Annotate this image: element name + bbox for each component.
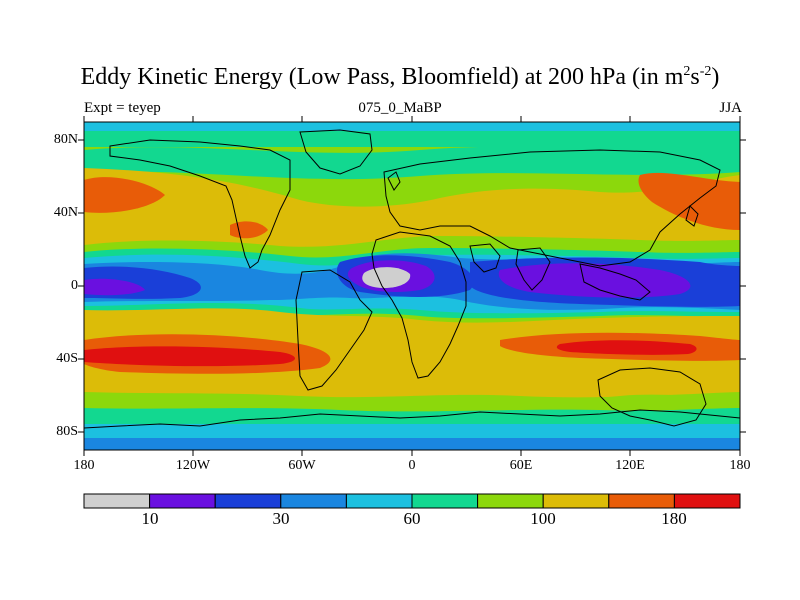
patch-gray-minimum	[362, 267, 411, 288]
band-midblue-polar-south	[84, 438, 740, 450]
colorbar	[83, 493, 741, 509]
coast-greenland	[299, 129, 373, 175]
lon-label-0: 0	[408, 458, 416, 473]
coast-south-america	[295, 269, 373, 391]
patch-orange-north-pacific	[84, 177, 165, 213]
map-title: Eddy Kinetic Energy (Low Pass, Bloomfiel…	[80, 64, 720, 90]
coast-british-isles	[387, 171, 401, 191]
lat-label-80s: 80S	[56, 424, 78, 439]
colorbar-swatch-7	[477, 493, 544, 509]
colorbar-label-10: 10	[141, 509, 159, 528]
coast-arabia	[469, 243, 501, 273]
colorbar-swatch-9	[608, 493, 675, 509]
coast-north-america	[109, 139, 291, 269]
colorbar-swatch-6	[411, 493, 479, 509]
band-teal-polar-north	[84, 131, 740, 147]
colorbar-label-180: 180	[661, 509, 687, 528]
lon-label-180-east: 180	[729, 458, 751, 473]
coast-southeast-asia	[579, 263, 651, 301]
lon-label-180-west: 180	[73, 458, 95, 473]
lon-label-60w: 60W	[288, 458, 316, 473]
lon-label-120w: 120W	[175, 458, 211, 473]
coast-eurasia	[383, 149, 721, 267]
colorbar-label-30: 30	[272, 509, 290, 528]
lat-label-80n: 80N	[53, 132, 78, 147]
band-cyan-polar-north	[84, 122, 740, 132]
patch-yellow-south-midlat	[84, 308, 740, 401]
contour-field	[84, 122, 740, 450]
coast-antarctica	[84, 409, 740, 429]
colorbar-swatch-4	[280, 493, 347, 509]
lon-label-60e: 60E	[509, 458, 533, 473]
coast-australia	[597, 367, 707, 427]
coastlines	[84, 129, 740, 429]
coast-japan	[685, 205, 699, 227]
season-label: JJA	[719, 100, 742, 116]
lat-label-0: 0	[71, 278, 78, 293]
colorbar-swatch-2	[149, 493, 216, 509]
band-cyan-polar-south	[84, 424, 740, 438]
colorbar-swatch-8	[542, 493, 610, 509]
lat-label-40n: 40N	[53, 205, 78, 220]
patch-red-south-band	[84, 340, 697, 367]
axis-ticks	[78, 116, 746, 456]
coast-africa	[371, 231, 467, 379]
lon-label-120e: 120E	[615, 458, 645, 473]
colorbar-swatch-5	[345, 493, 413, 509]
colorbar-swatch-10	[673, 493, 741, 509]
experiment-label: Expt = teyep	[84, 100, 161, 116]
patch-teal-subarctic	[84, 145, 740, 180]
colorbar-swatch-3	[214, 493, 282, 509]
coast-india	[515, 247, 551, 291]
case-label: 075_0_MaBP	[358, 100, 442, 116]
colorbar-label-100: 100	[530, 509, 556, 528]
colorbar-label-60: 60	[403, 509, 421, 528]
colorbar-swatch-1	[83, 493, 151, 509]
lat-label-40s: 40S	[56, 351, 78, 366]
